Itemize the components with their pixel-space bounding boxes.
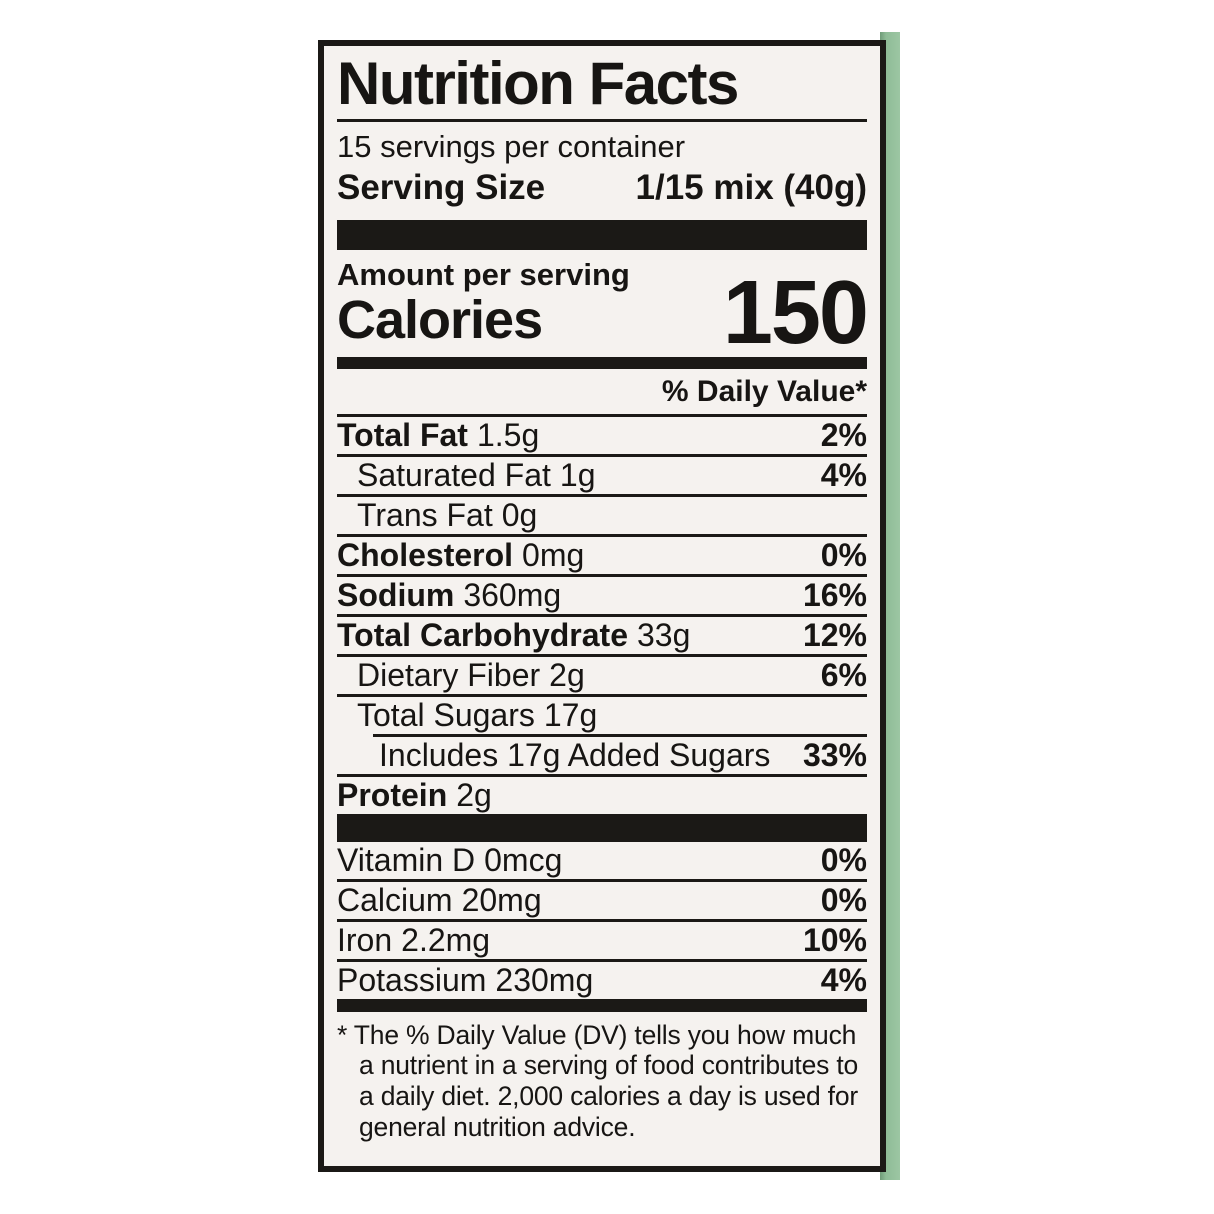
servings-per-container: 15 servings per container xyxy=(337,129,686,164)
nutrient-name: Potassium xyxy=(337,961,487,998)
daily-value-header: % Daily Value* xyxy=(337,375,867,417)
calories-value: 150 xyxy=(722,263,869,364)
nutrient-dv: 10% xyxy=(802,921,867,958)
nutrient-name: Dietary Fiber xyxy=(357,656,541,693)
nutrient-amount: 33g xyxy=(637,616,691,653)
serving-size-label: Serving Size xyxy=(337,167,546,207)
nutrition-facts-label: Nutrition Facts 15 servings per containe… xyxy=(318,40,886,1172)
nutrient-amount: 360mg xyxy=(463,576,562,613)
nutrient-name: Vitamin D xyxy=(337,841,476,878)
nutrient-amount: 2g xyxy=(456,776,492,813)
nutrient-amount: 0mcg xyxy=(484,841,563,878)
nutrient-name: Sodium xyxy=(337,576,455,613)
nutrient-dv: 0% xyxy=(820,841,867,878)
nutrient-name: Trans Fat xyxy=(357,496,493,533)
nutrient-dv: 0% xyxy=(820,881,867,918)
nutrient-row-trans-fat: Trans Fat 0g xyxy=(337,497,867,537)
serving-size-value: 1/15 mix (40g) xyxy=(635,167,868,207)
nutrient-name: Protein xyxy=(337,776,448,813)
micronutrient-row-iron: Iron 2.2mg 10% xyxy=(337,922,867,962)
nutrient-amount: 230mg xyxy=(495,961,594,998)
nutrient-row-sodium: Sodium 360mg 16% xyxy=(337,577,867,617)
nutrient-name: Includes 17g Added Sugars xyxy=(379,736,771,773)
nutrient-row-dietary-fiber: Dietary Fiber 2g 6% xyxy=(337,657,867,697)
nutrient-dv: 2% xyxy=(820,416,867,453)
nutrient-row-saturated-fat: Saturated Fat 1g 4% xyxy=(337,457,867,497)
nutrient-name: Calcium xyxy=(337,881,453,918)
nutrient-row-cholesterol: Cholesterol 0mg 0% xyxy=(337,537,867,577)
nutrient-name: Total Fat xyxy=(337,416,468,453)
nutrient-amount: 2.2mg xyxy=(401,921,491,958)
nutrient-row-added-sugars: Includes 17g Added Sugars 33% xyxy=(337,737,867,777)
nutrient-amount: 17g xyxy=(543,696,598,733)
title-divider xyxy=(337,119,867,122)
divider-bar-medium-bottom xyxy=(337,998,867,1012)
nutrient-row-total-sugars: Total Sugars 17g xyxy=(337,697,867,734)
label-title: Nutrition Facts xyxy=(337,50,739,117)
nutrient-dv: 4% xyxy=(820,961,867,998)
calories-section: Amount per serving Calories 150 xyxy=(337,256,869,364)
nutrient-amount: 1g xyxy=(559,456,596,493)
nutrient-dv: 6% xyxy=(820,656,867,693)
nutrient-name: Total Sugars xyxy=(357,696,535,733)
calories-label: Calories xyxy=(337,289,543,350)
micronutrient-row-calcium: Calcium 20mg 0% xyxy=(337,882,867,922)
serving-size-row: Serving Size 1/15 mix (40g) xyxy=(337,168,867,208)
nutrient-amount: 1.5g xyxy=(476,416,540,453)
calories-left-stack: Amount per serving Calories xyxy=(337,256,630,350)
amount-per-serving-label: Amount per serving xyxy=(337,256,630,292)
nutrient-name: Iron xyxy=(337,921,393,958)
nutrient-dv: 33% xyxy=(802,736,867,773)
nutrient-dv: 12% xyxy=(802,616,867,653)
nutrient-dv: 4% xyxy=(820,456,867,493)
nutrient-dv: 0% xyxy=(820,536,867,573)
nutrient-dv: 16% xyxy=(802,576,867,613)
divider-bar-thick-middle xyxy=(337,813,867,842)
micronutrient-row-vitamin-d: Vitamin D 0mcg 0% xyxy=(337,842,867,882)
divider-bar-thick-top xyxy=(337,219,867,250)
nutrient-row-total-carbohydrate: Total Carbohydrate 33g 12% xyxy=(337,617,867,657)
nutrient-amount: 2g xyxy=(549,656,585,693)
nutrient-amount: 0mg xyxy=(522,536,585,573)
nutrient-amount: 20mg xyxy=(461,881,542,918)
nutrient-name: Saturated Fat xyxy=(357,456,551,493)
divider-bar-medium xyxy=(337,356,867,369)
micronutrient-row-potassium: Potassium 230mg 4% xyxy=(337,962,867,999)
daily-value-footnote: * The % Daily Value (DV) tells you how m… xyxy=(337,1019,859,1142)
nutrient-name: Cholesterol xyxy=(337,536,514,573)
nutrient-row-total-fat: Total Fat 1.5g 2% xyxy=(337,417,867,457)
sugars-divider xyxy=(373,733,867,737)
nutrient-name: Total Carbohydrate xyxy=(337,616,628,653)
nutrient-amount: 0g xyxy=(501,496,538,533)
nutrient-row-protein: Protein 2g xyxy=(337,777,867,814)
